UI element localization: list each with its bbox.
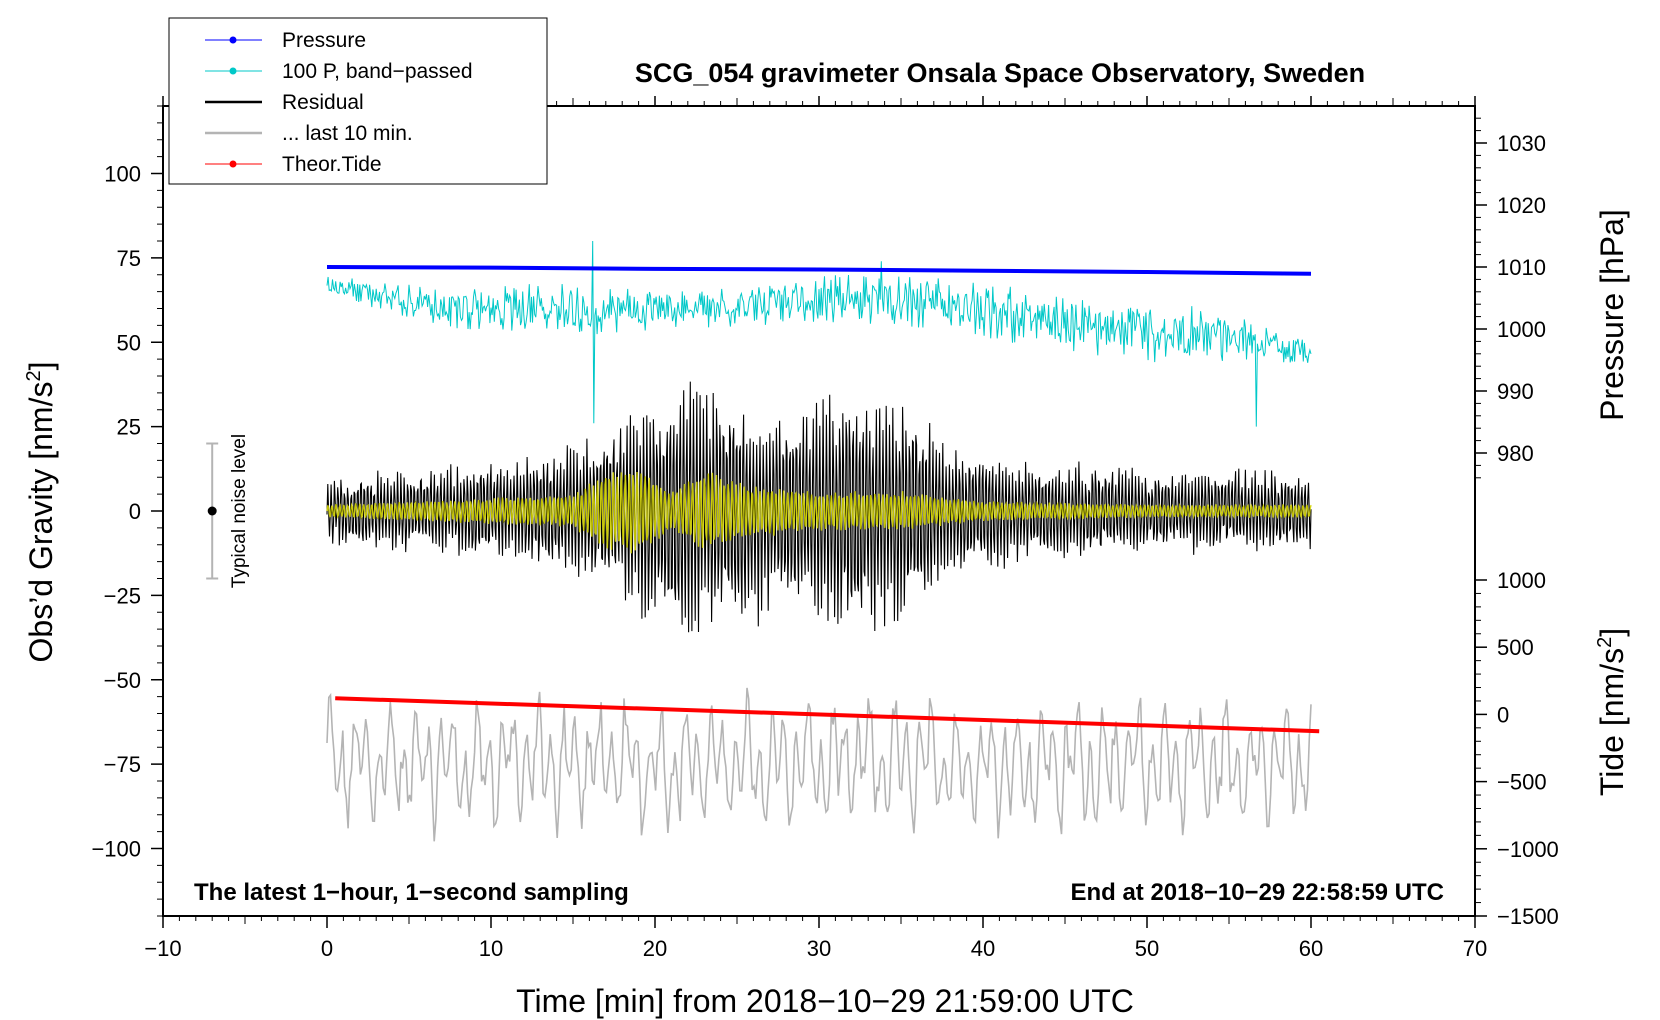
sampling-annotation: The latest 1−hour, 1−second sampling <box>194 879 629 906</box>
legend: Pressure 100 P, band−passed Residual ... la… <box>168 17 548 185</box>
y-tick-label: −75 <box>104 752 141 777</box>
left-y-axis: 100 75 50 25 0 −25 −50 −75 −100 <box>91 105 163 917</box>
pressure-tick-label: 990 <box>1497 379 1534 404</box>
series-last-10-min <box>326 687 1312 842</box>
legend-label: Pressure <box>282 29 366 52</box>
series-yellow-band <box>326 471 1312 554</box>
legend-label: Theor.Tide <box>282 153 382 176</box>
noise-center-dot <box>207 506 217 516</box>
y-tick-label: 50 <box>117 330 141 355</box>
pressure-tick-label: 980 <box>1497 441 1534 466</box>
tide-axis-title: Tide [nm/s2] <box>1594 628 1630 796</box>
tide-tick-label: 500 <box>1497 635 1534 660</box>
x-tick-label: 50 <box>1135 936 1159 961</box>
legend-marker <box>229 36 237 44</box>
chart-title: SCG_054 gravimeter Onsala Space Observat… <box>635 58 1365 88</box>
x-tick-label: 20 <box>643 936 667 961</box>
series-theor-tide <box>335 696 1320 734</box>
x-tick-label: −10 <box>144 936 181 961</box>
tide-tick-label: 0 <box>1497 702 1509 727</box>
legend-label: 100 P, band−passed <box>282 60 473 83</box>
left-axis-title: Obs’d Gravity [nm/s2] <box>23 362 59 663</box>
noise-label: Typical noise level <box>229 434 250 588</box>
series-band-passed-pressure <box>326 240 1312 427</box>
pressure-tick-label: 1000 <box>1497 317 1546 342</box>
tide-tick-label: 1000 <box>1497 568 1546 593</box>
tide-tick-label: −1500 <box>1497 904 1559 929</box>
x-tick-label: 70 <box>1463 936 1487 961</box>
y-tick-label: −50 <box>104 668 141 693</box>
legend-marker <box>229 160 237 168</box>
x-tick-label: 30 <box>807 936 831 961</box>
tide-tick-label: −500 <box>1497 770 1547 795</box>
y-tick-label: 25 <box>117 415 141 440</box>
series-layer <box>326 240 1320 842</box>
x-axis: −10 0 10 20 30 40 50 60 70 <box>144 96 1487 961</box>
series-pressure <box>326 265 1312 276</box>
x-tick-label: 60 <box>1299 936 1323 961</box>
y-tick-label: 0 <box>129 499 141 524</box>
y-tick-label: −25 <box>104 583 141 608</box>
pressure-axis-title: Pressure [hPa] <box>1594 209 1630 421</box>
x-tick-label: 10 <box>479 936 503 961</box>
legend-marker <box>229 67 237 75</box>
legend-label: Residual <box>282 91 364 114</box>
pressure-tick-label: 1020 <box>1497 193 1546 218</box>
legend-label: ... last 10 min. <box>282 122 413 145</box>
tide-tick-label: −1000 <box>1497 837 1559 862</box>
x-axis-title: Time [min] from 2018−10−29 21:59:00 UTC <box>516 983 1134 1019</box>
x-tick-label: 40 <box>971 936 995 961</box>
x-tick-label: 0 <box>321 936 333 961</box>
y-tick-label: −100 <box>91 837 141 862</box>
y-tick-label: 75 <box>117 246 141 271</box>
pressure-tick-label: 1030 <box>1497 131 1546 156</box>
y-tick-label: 100 <box>104 162 141 187</box>
noise-level-indicator: Typical noise level <box>206 434 250 588</box>
end-time-annotation: End at 2018−10−29 22:58:59 UTC <box>1070 879 1444 906</box>
right-y-axis: 1030 1020 1010 1000 990 980 1000 500 0 −500 −1000 −… <box>1475 117 1559 929</box>
pressure-tick-label: 1010 <box>1497 255 1546 280</box>
